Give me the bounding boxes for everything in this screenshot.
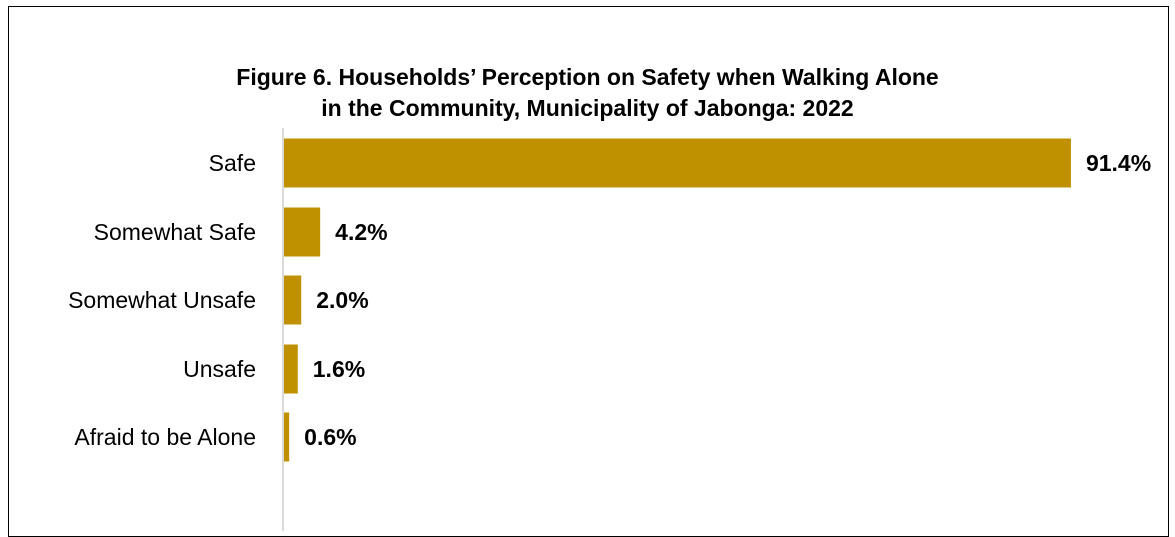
category-label: Somewhat Safe xyxy=(94,219,256,245)
chart-title-line-1: Figure 6. Households’ Perception on Safe… xyxy=(236,64,939,90)
bar-somewhat-unsafe xyxy=(284,275,302,325)
category-label: Safe xyxy=(209,150,256,176)
value-label: 0.6% xyxy=(304,424,356,450)
bar-afraid-to-be-alone xyxy=(284,412,290,462)
value-label: 91.4% xyxy=(1086,150,1151,176)
category-label: Somewhat Unsafe xyxy=(68,287,256,313)
bar-somewhat-safe xyxy=(284,207,321,257)
value-label: 2.0% xyxy=(316,287,368,313)
chart-frame xyxy=(8,6,1169,537)
bar-unsafe xyxy=(284,344,298,394)
bars-layer: Safe 91.4% Somewhat Safe 4.2% Somewhat Unsaf… xyxy=(68,138,1151,462)
category-label: Unsafe xyxy=(183,356,256,382)
bar-safe xyxy=(284,138,1071,188)
value-label: 1.6% xyxy=(313,356,365,382)
chart-title-line-2: in the Community, Municipality of Jabong… xyxy=(321,95,854,121)
category-label: Afraid to be Alone xyxy=(74,424,256,450)
chart-title: Figure 6. Households’ Perception on Safe… xyxy=(0,62,1175,124)
value-label: 4.2% xyxy=(335,219,387,245)
